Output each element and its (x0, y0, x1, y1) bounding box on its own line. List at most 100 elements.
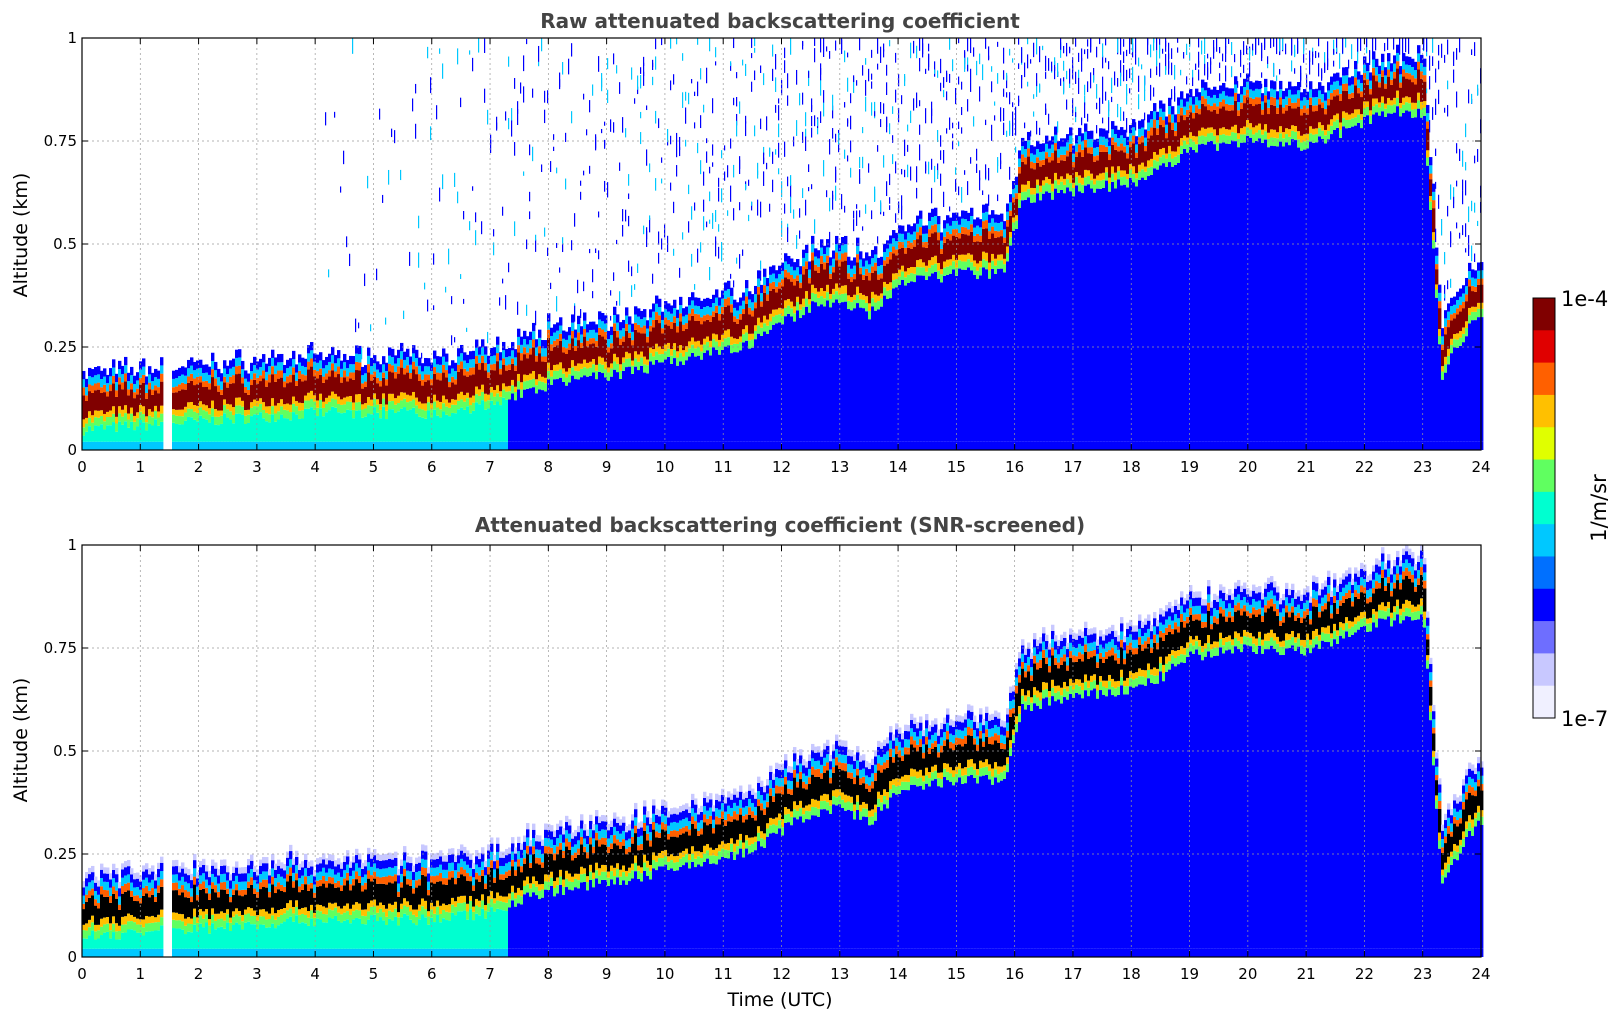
heatmap-cell (151, 381, 155, 390)
heatmap-cell (1210, 111, 1214, 128)
heatmap-cell (1312, 128, 1316, 135)
noise-speckle (1189, 52, 1191, 61)
heatmap-cell (883, 265, 887, 282)
heatmap-cell (82, 395, 86, 420)
heatmap-cell (946, 223, 950, 232)
heatmap-cell (1321, 441, 1325, 450)
heatmap-cell (271, 414, 275, 442)
heatmap-cell (958, 260, 962, 269)
noise-speckle (1105, 57, 1107, 63)
noise-speckle (1453, 51, 1455, 66)
heatmap-cell (1480, 317, 1484, 442)
heatmap-cell (145, 416, 149, 423)
heatmap-cell (133, 421, 137, 431)
heatmap-cell (226, 417, 230, 442)
noise-speckle (715, 241, 717, 257)
heatmap-cell (85, 395, 89, 402)
heatmap-cell (823, 441, 827, 450)
heatmap-cell (427, 380, 431, 397)
heatmap-cell (109, 376, 113, 385)
heatmap-cell (1285, 441, 1289, 450)
heatmap-cell (427, 374, 431, 381)
heatmap-cell (1444, 441, 1448, 450)
heatmap-cell (892, 441, 896, 450)
noise-speckle (547, 247, 549, 256)
heatmap-cell (610, 326, 614, 335)
heatmap-cell (1459, 311, 1463, 332)
heatmap-cell (1207, 133, 1211, 142)
heatmap-cell (637, 361, 641, 371)
noise-speckle (856, 80, 858, 86)
heatmap-cell (127, 372, 131, 382)
noise-speckle (901, 195, 903, 211)
heatmap-cell (724, 306, 728, 331)
heatmap-cell (286, 403, 290, 411)
noise-speckle (562, 62, 564, 75)
heatmap-cell (214, 424, 218, 442)
heatmap-cell (1096, 188, 1100, 442)
heatmap-cell (1033, 188, 1037, 195)
heatmap-cell (1330, 99, 1334, 120)
heatmap-cell (1291, 86, 1295, 95)
heatmap-cell (721, 334, 725, 342)
heatmap-cell (961, 218, 965, 227)
heatmap-cell (373, 398, 377, 408)
heatmap-cell (91, 865, 95, 873)
heatmap-cell (604, 331, 608, 340)
heatmap-cell (601, 373, 605, 442)
heatmap-cell (172, 378, 176, 388)
heatmap-cell (235, 366, 239, 375)
heatmap-cell (973, 274, 977, 442)
heatmap-cell (217, 441, 221, 450)
heatmap-cell (139, 404, 143, 412)
noise-speckle (607, 58, 609, 70)
heatmap-cell (1084, 441, 1088, 450)
heatmap-cell (385, 419, 389, 442)
heatmap-cell (100, 869, 104, 879)
heatmap-cell (397, 411, 401, 442)
heatmap-cell (244, 409, 248, 416)
heatmap-cell (850, 441, 854, 450)
heatmap-cell (898, 441, 902, 450)
heatmap-cell (943, 441, 947, 450)
heatmap-cell (1159, 165, 1163, 442)
heatmap-cell (1144, 145, 1148, 152)
noise-speckle (1474, 253, 1476, 262)
heatmap-cell (478, 363, 482, 370)
heatmap-cell (328, 410, 332, 442)
heatmap-cell (286, 441, 290, 450)
noise-speckle (784, 47, 786, 59)
heatmap-cell (940, 282, 944, 442)
heatmap-cell (1036, 179, 1040, 186)
heatmap-cell (91, 880, 95, 889)
heatmap-cell (586, 362, 590, 369)
heatmap-cell (322, 376, 326, 383)
heatmap-cell (1291, 441, 1295, 450)
heatmap-cell (928, 441, 932, 450)
heatmap-cell (1048, 140, 1052, 149)
heatmap-cell (418, 365, 422, 375)
heatmap-cell (1102, 179, 1106, 188)
noise-speckle (472, 57, 474, 72)
noise-speckle (487, 331, 489, 344)
heatmap-cell (340, 368, 344, 378)
heatmap-cell (1120, 127, 1124, 136)
heatmap-cell (937, 240, 941, 263)
noise-speckle (787, 227, 789, 243)
heatmap-cell (790, 316, 794, 442)
heatmap-cell (304, 380, 308, 396)
noise-speckle (484, 38, 486, 53)
heatmap-cell (172, 370, 176, 379)
heatmap-cell (1054, 126, 1058, 135)
heatmap-cell (1426, 441, 1430, 450)
heatmap-cell (1117, 171, 1121, 180)
heatmap-cell (157, 393, 161, 412)
heatmap-cell (847, 295, 851, 301)
noise-speckle (811, 98, 813, 113)
heatmap-cell (271, 441, 275, 450)
heatmap-cell (553, 364, 557, 372)
heatmap-cell (1132, 127, 1136, 136)
heatmap-cell (1438, 344, 1442, 442)
heatmap-cell (1411, 109, 1415, 118)
noise-speckle (991, 124, 993, 141)
